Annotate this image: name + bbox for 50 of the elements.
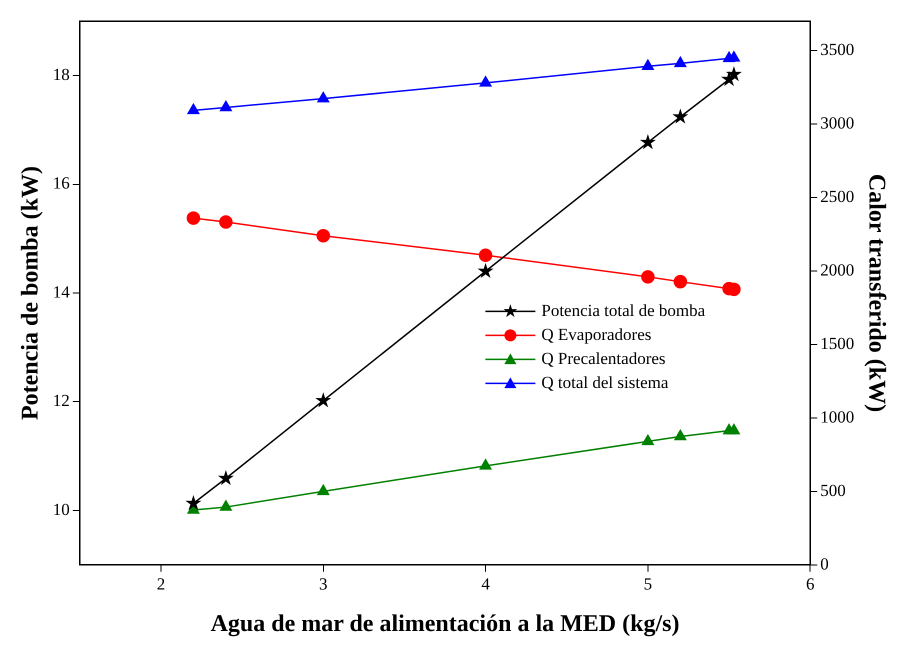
legend-label: Q Evaporadores (541, 324, 652, 344)
y2-tick-label: 3000 (820, 114, 854, 133)
point (642, 60, 654, 70)
y-tick-label: 18 (52, 65, 70, 84)
point (218, 470, 234, 486)
y2-axis-title: Calor transferido (kW) (863, 174, 890, 412)
point (728, 424, 740, 434)
point (315, 392, 332, 408)
point (220, 500, 232, 511)
x-tick-label: 2 (156, 574, 166, 594)
point (317, 92, 330, 102)
point (186, 211, 200, 225)
y2-tick-label: 3500 (820, 40, 854, 60)
point (478, 262, 494, 278)
y-tick-label: 10 (52, 500, 70, 519)
y2-tick-label: 1000 (820, 407, 854, 426)
point (674, 274, 688, 288)
point (674, 430, 686, 440)
y-axis-title: Potencia de bomba (kW) (18, 166, 44, 420)
x-tick-label: 5 (644, 574, 652, 594)
point (220, 100, 232, 112)
y-tick-label: 14 (52, 282, 70, 302)
point (317, 484, 330, 496)
y2-tick-label: 500 (820, 480, 846, 500)
point (187, 104, 200, 114)
point (641, 270, 655, 284)
y2-tick-label: 2500 (820, 186, 854, 206)
point (480, 459, 492, 470)
y-tick-label: 16 (52, 174, 70, 193)
point (726, 66, 742, 82)
x-tick-label: 3 (319, 574, 328, 594)
x-axis-title: Agua de mar de alimentación a la MED (kg/s) (210, 610, 680, 637)
point (642, 434, 654, 446)
legend-label: Potencia total de bomba (541, 300, 706, 320)
point (640, 134, 656, 150)
legend-label: Q total del sistema (541, 372, 669, 392)
x-tick-label: 6 (806, 574, 814, 594)
point (219, 215, 233, 229)
y2-tick-label: 0 (820, 554, 829, 574)
point (672, 108, 688, 124)
point (480, 76, 492, 87)
point (478, 248, 492, 262)
y2-tick-label: 2000 (820, 260, 854, 280)
point (185, 494, 202, 510)
legend-label: Q Precalentadores (541, 348, 666, 368)
y-tick-label: 12 (52, 391, 70, 410)
point (316, 228, 330, 242)
x-tick-label: 4 (481, 574, 490, 594)
point (674, 56, 686, 68)
y2-tick-label: 1500 (820, 334, 854, 353)
